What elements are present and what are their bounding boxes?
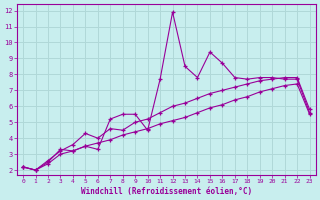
X-axis label: Windchill (Refroidissement éolien,°C): Windchill (Refroidissement éolien,°C) [81, 187, 252, 196]
